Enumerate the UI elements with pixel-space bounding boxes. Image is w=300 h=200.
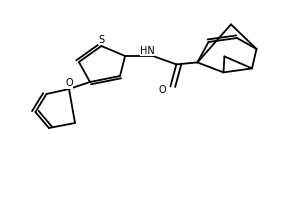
Text: S: S (98, 35, 104, 45)
Text: O: O (65, 78, 73, 88)
Text: O: O (158, 85, 166, 95)
Text: HN: HN (140, 46, 155, 56)
